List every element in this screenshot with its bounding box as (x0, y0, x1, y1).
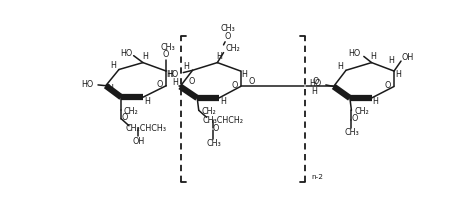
Text: O: O (121, 113, 128, 122)
Text: O: O (351, 114, 358, 123)
Text: CH₂: CH₂ (226, 44, 240, 53)
Text: CH₃: CH₃ (207, 139, 222, 148)
Text: H: H (242, 70, 247, 79)
Text: O: O (231, 81, 237, 90)
Text: HO: HO (81, 80, 93, 89)
Text: H: H (373, 97, 378, 106)
Text: H: H (173, 78, 178, 87)
Text: H: H (167, 70, 173, 79)
Text: O: O (248, 77, 255, 86)
Text: H: H (337, 62, 343, 71)
Text: CH₃CHCH₂: CH₃CHCH₂ (202, 116, 243, 125)
Text: CH₃: CH₃ (345, 128, 360, 137)
Text: CH₂: CH₂ (354, 107, 369, 116)
Text: OH: OH (402, 53, 414, 62)
Text: OH: OH (133, 137, 145, 146)
Text: O: O (189, 77, 195, 86)
Text: H: H (142, 52, 148, 61)
Text: O: O (162, 50, 169, 59)
Text: HO: HO (309, 79, 321, 88)
Text: O: O (157, 81, 163, 89)
Text: O: O (385, 81, 391, 90)
Text: H: H (108, 84, 113, 92)
Text: H: H (110, 61, 116, 70)
Text: CH₂: CH₂ (124, 107, 139, 116)
Text: H: H (311, 87, 317, 95)
Text: O: O (224, 32, 231, 41)
Text: H: H (216, 52, 222, 61)
Text: n-2: n-2 (311, 174, 323, 180)
Text: HO: HO (348, 49, 361, 58)
Text: O: O (312, 77, 319, 86)
Text: H: H (220, 97, 226, 106)
Text: HO: HO (166, 70, 179, 79)
Text: CH₃: CH₃ (160, 43, 175, 52)
Text: CH₃: CH₃ (221, 24, 236, 33)
Text: CH₂: CH₂ (201, 107, 216, 116)
Text: H: H (395, 70, 401, 79)
Text: H: H (388, 56, 394, 65)
Text: CH₂CHCH₃: CH₂CHCH₃ (126, 124, 166, 132)
Text: O: O (213, 124, 219, 133)
Text: HO: HO (120, 49, 132, 58)
Text: H: H (370, 52, 376, 61)
Text: H: H (144, 97, 150, 106)
Text: H: H (183, 62, 189, 71)
